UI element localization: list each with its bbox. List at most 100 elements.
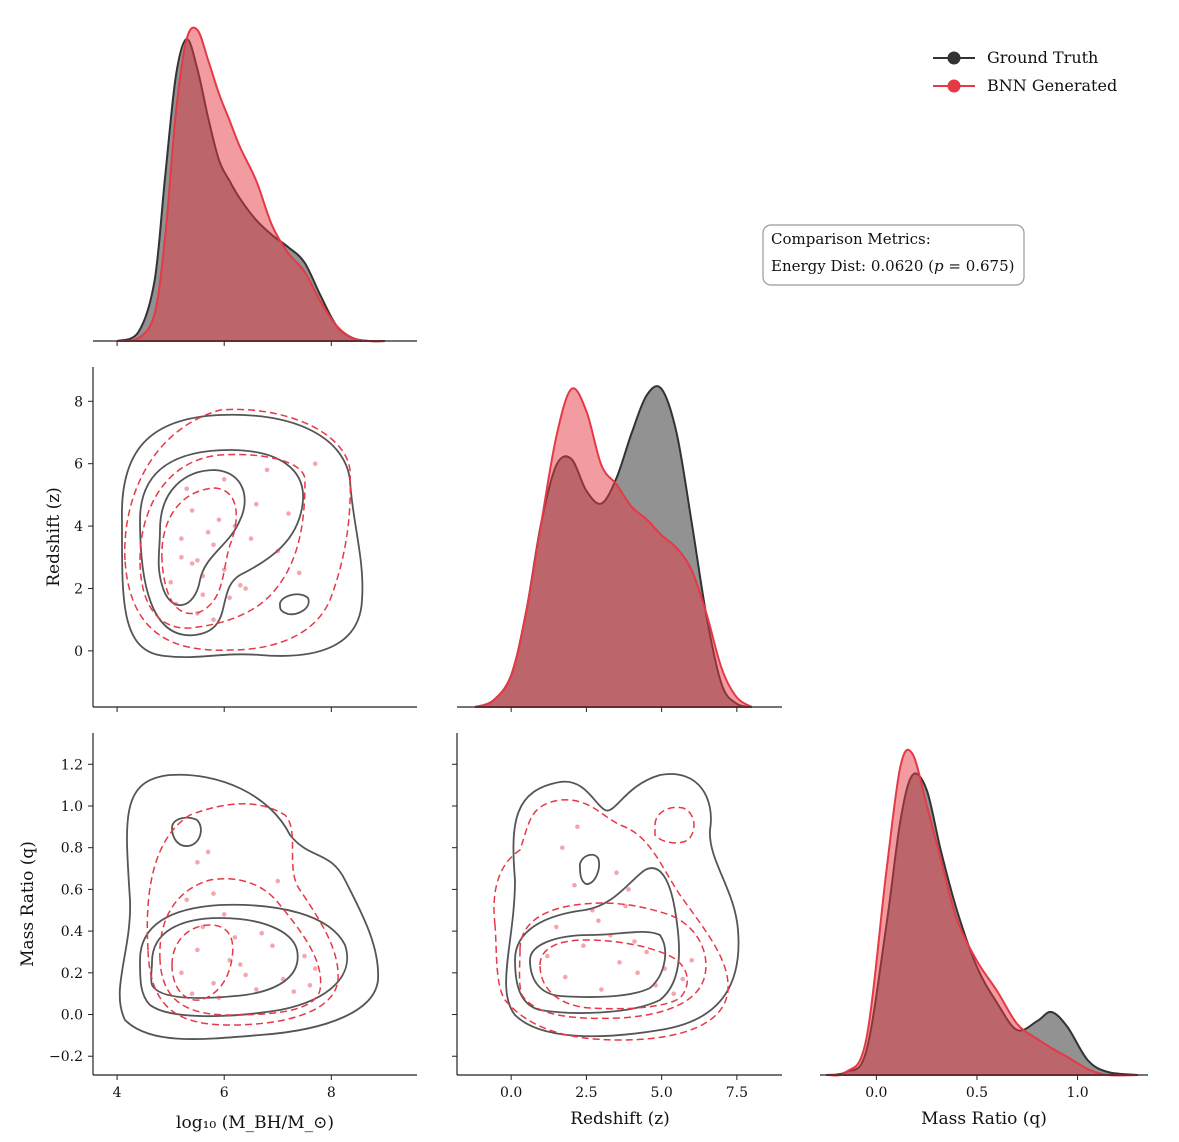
scatter-mq-points	[179, 849, 318, 1001]
scatter-mq-point	[179, 970, 184, 976]
scatter-zq-point	[572, 882, 577, 888]
scatter-mz-point	[275, 548, 281, 554]
scatter-zq-point	[653, 983, 658, 988]
scatter-mz-point	[221, 567, 227, 573]
scatter-zq-point	[617, 960, 622, 965]
scatter-mq-point	[238, 962, 243, 967]
scatter-mz-point	[179, 555, 184, 560]
y-tick-label: −0.2	[49, 1049, 83, 1065]
legend-marker-bnn-generated	[947, 79, 961, 93]
scatter-zq-point	[626, 887, 631, 892]
mass-kde-bnn-generated	[116, 26, 385, 343]
scatter-mz-point	[227, 595, 232, 601]
scatter-mq-point	[211, 891, 216, 896]
panel-q-vs-redshift: 0.0 2.5 5.0 7.5	[452, 733, 782, 1101]
legend-label-bnn-generated: BNN Generated	[987, 76, 1117, 95]
panel-zq-x-ticks: 0.0 2.5 5.0 7.5	[500, 1075, 748, 1101]
scatter-mq-point	[211, 980, 216, 986]
metrics-title: Comparison Metrics:	[771, 230, 931, 248]
y-tick-label: 1.2	[61, 757, 83, 773]
scatter-mz-point	[189, 561, 195, 566]
scatter-zq-point	[545, 953, 550, 959]
scatter-mz-point	[211, 617, 216, 622]
scatter-mq-point	[184, 897, 189, 903]
scatter-zq-point	[563, 974, 568, 980]
scatter-mz-point	[184, 486, 189, 492]
mass-marginal-ticks	[116, 341, 332, 346]
panel-q-vs-mass: −0.2 0.0 0.2 0.4 0.6 0.8 1.0 1.2 4 6 8	[49, 733, 417, 1101]
q-marginal-x-ticks: 0.0 0.5 1.0	[865, 1075, 1089, 1101]
x-tick-label: 8	[327, 1085, 336, 1101]
scatter-mz-point	[232, 523, 238, 529]
legend-marker-ground-truth	[947, 51, 961, 65]
panel-mq-y-ticks: −0.2 0.0 0.2 0.4 0.6 0.8 1.0 1.2	[49, 757, 93, 1065]
scatter-mz-point	[312, 461, 318, 467]
scatter-mz-points	[168, 461, 318, 622]
scatter-mq-point	[291, 989, 297, 994]
marginal-redshift-panel	[457, 385, 782, 712]
scatter-mq-point	[275, 878, 281, 884]
scatter-zq-point	[671, 991, 676, 996]
scatter-mz-point	[179, 536, 184, 541]
scatter-zq-point	[614, 870, 619, 875]
scatter-mz-point	[200, 592, 206, 597]
scatter-zq-point	[680, 976, 685, 982]
legend-label-ground-truth: Ground Truth	[987, 48, 1098, 67]
y-tick-label: 4	[74, 519, 83, 535]
scatter-mq-point	[253, 987, 259, 992]
x-tick-label: 6	[220, 1085, 229, 1101]
scatter-mq-point	[243, 972, 248, 978]
panel-mq-x-ticks: 4 6 8	[113, 1075, 336, 1101]
redshift-marginal-ticks	[510, 707, 738, 712]
scatter-zq-point	[599, 987, 604, 992]
scatter-mz-point	[248, 536, 254, 541]
scatter-zq-point	[608, 933, 613, 938]
x-tick-label: 5.0	[650, 1085, 672, 1101]
panel-redshift-vs-mass: 0 2 4 6 8	[74, 367, 417, 712]
redshift-kde-bnn-generated	[474, 387, 753, 708]
scatter-mq-point	[232, 935, 238, 940]
scatter-zq-point	[623, 903, 628, 909]
scatter-mq-point	[302, 953, 307, 959]
y-tick-label: 8	[74, 394, 83, 410]
scatter-zq-point	[632, 939, 637, 944]
scatter-mz-point	[243, 586, 248, 591]
scatter-mq-point	[200, 924, 206, 930]
scatter-zq-point	[596, 918, 601, 923]
y-axis-label-mass-ratio: Mass Ratio (q)	[18, 841, 38, 967]
contours-bnn-mq	[146, 803, 339, 1026]
scatter-mz-point	[211, 542, 216, 548]
scatter-mz-point	[200, 573, 206, 579]
scatter-mz-point	[221, 477, 227, 482]
y-tick-label: 0.2	[61, 966, 83, 982]
scatter-mq-point	[195, 947, 200, 953]
x-tick-label: 0.0	[500, 1085, 522, 1101]
contours-ground-truth-zq	[505, 773, 740, 1038]
scatter-mz-point	[195, 611, 200, 616]
scatter-mz-point	[296, 570, 302, 576]
y-tick-label: 6	[74, 457, 83, 473]
scatter-mz-point	[168, 579, 173, 585]
scatter-mz-point	[216, 517, 222, 523]
x-tick-label: 4	[113, 1085, 122, 1101]
scatter-zq-point	[560, 845, 565, 850]
panel-zq-y-ticks	[452, 763, 457, 1057]
scatter-mq-point	[216, 995, 222, 1001]
scatter-mz-point	[189, 508, 195, 513]
legend: Ground Truth BNN Generated	[933, 48, 1117, 95]
scatter-zq-point	[644, 949, 649, 955]
marginal-mass-panel	[93, 26, 417, 346]
contours-ground-truth-mq	[118, 773, 379, 1040]
scatter-mz-point	[286, 511, 291, 516]
x-tick-label: 0.5	[966, 1085, 988, 1101]
x-tick-label: 0.0	[865, 1085, 887, 1101]
scatter-mq-point	[189, 991, 195, 996]
scatter-mq-point	[307, 983, 313, 988]
scatter-mz-point	[195, 558, 200, 563]
scatter-zq-point	[662, 966, 667, 971]
scatter-mq-point	[195, 860, 200, 865]
scatter-mz-point	[253, 501, 259, 507]
x-tick-label: 2.5	[575, 1085, 597, 1101]
scatter-mz-point	[238, 583, 243, 588]
